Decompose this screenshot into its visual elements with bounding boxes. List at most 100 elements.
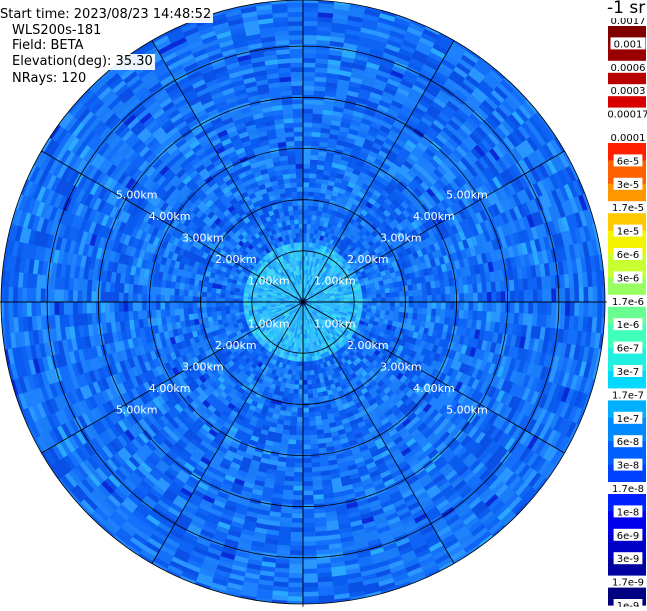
range-gate	[546, 301, 553, 316]
range-gate	[362, 298, 368, 303]
range-gate	[308, 182, 316, 188]
range-gate	[306, 370, 311, 376]
range-gate	[564, 301, 571, 317]
range-gate	[314, 410, 322, 417]
range-gate	[291, 407, 298, 413]
range-gate	[310, 379, 317, 385]
range-gate	[482, 292, 488, 303]
range-gate	[361, 291, 368, 296]
range-gate	[307, 388, 313, 395]
range-gate	[310, 452, 320, 459]
range-gate	[578, 301, 585, 317]
range-gate	[290, 416, 298, 422]
range-gate	[302, 573, 318, 579]
range-gate	[302, 200, 309, 206]
range-gate	[288, 563, 304, 570]
range-gate	[294, 448, 304, 455]
range-gate	[421, 308, 428, 316]
range-gate	[287, 392, 294, 399]
range-gate	[302, 52, 317, 59]
range-gate	[302, 596, 319, 602]
range-gate	[310, 154, 319, 161]
range-gate	[348, 299, 354, 303]
range-gate	[302, 563, 318, 570]
range-gate	[307, 397, 314, 404]
range-gate	[302, 214, 308, 220]
range-gate	[560, 288, 566, 303]
range-gate	[310, 457, 321, 464]
range-gate	[291, 513, 304, 519]
range-gate	[412, 307, 419, 315]
range-gate	[309, 172, 317, 179]
range-gate	[426, 288, 433, 296]
range-gate	[302, 103, 314, 110]
range-gate	[523, 289, 529, 303]
range-gate	[310, 149, 320, 156]
range-gate	[486, 301, 493, 313]
range-gate	[307, 393, 314, 399]
range-gate	[310, 145, 320, 152]
range-gate	[302, 508, 315, 515]
range-gate	[477, 292, 483, 303]
range-gate	[295, 435, 304, 441]
range-gate	[302, 131, 313, 137]
range-gate	[302, 458, 312, 464]
range-gate	[371, 297, 377, 303]
range-gate	[311, 210, 318, 216]
range-gate	[290, 531, 304, 538]
range-gate	[412, 289, 419, 297]
range-gate	[551, 288, 557, 303]
range-gate	[302, 76, 316, 82]
range-gate	[297, 393, 304, 399]
range-gate	[296, 407, 304, 413]
range-gate	[514, 301, 520, 314]
range-gate	[302, 89, 315, 96]
range-gate	[307, 209, 313, 216]
range-gate	[431, 308, 437, 317]
range-gate	[394, 291, 400, 298]
range-gate	[284, 466, 295, 473]
range-gate	[302, 582, 319, 588]
range-gate	[413, 301, 419, 309]
range-gate	[302, 494, 314, 501]
range-gate	[302, 522, 316, 528]
range-gate	[302, 577, 318, 584]
range-gate	[440, 301, 447, 310]
range-gate	[444, 309, 451, 318]
range-gate	[518, 301, 525, 314]
range-gate	[302, 531, 316, 538]
range-gate	[287, 439, 297, 445]
range-gate	[288, 573, 304, 579]
range-gate	[299, 356, 304, 363]
range-gate	[289, 420, 297, 427]
range-gate	[302, 407, 310, 413]
range-gate	[302, 476, 313, 482]
range-gate	[459, 301, 465, 311]
range-gate	[302, 481, 313, 487]
range-gate	[486, 291, 493, 303]
range-gate	[463, 293, 470, 303]
range-gate	[367, 301, 373, 306]
range-gate	[298, 379, 304, 386]
range-gate	[283, 475, 295, 482]
range-gate	[302, 57, 317, 64]
range-gate	[426, 301, 433, 310]
range-gate	[292, 397, 299, 404]
range-gate	[311, 471, 322, 478]
range-gate	[472, 301, 479, 312]
range-gate	[393, 286, 400, 293]
range-gate	[285, 457, 296, 464]
range-gate	[532, 301, 539, 315]
range-gate	[587, 286, 594, 303]
range-gate	[305, 356, 310, 363]
range-gate	[302, 177, 310, 183]
range-gate	[297, 389, 304, 395]
range-gate	[431, 287, 437, 296]
range-gate	[385, 297, 391, 303]
range-gate	[302, 85, 315, 91]
range-gate	[587, 301, 594, 318]
range-gate	[306, 365, 311, 372]
range-gate	[298, 375, 304, 381]
range-gate	[574, 287, 580, 303]
